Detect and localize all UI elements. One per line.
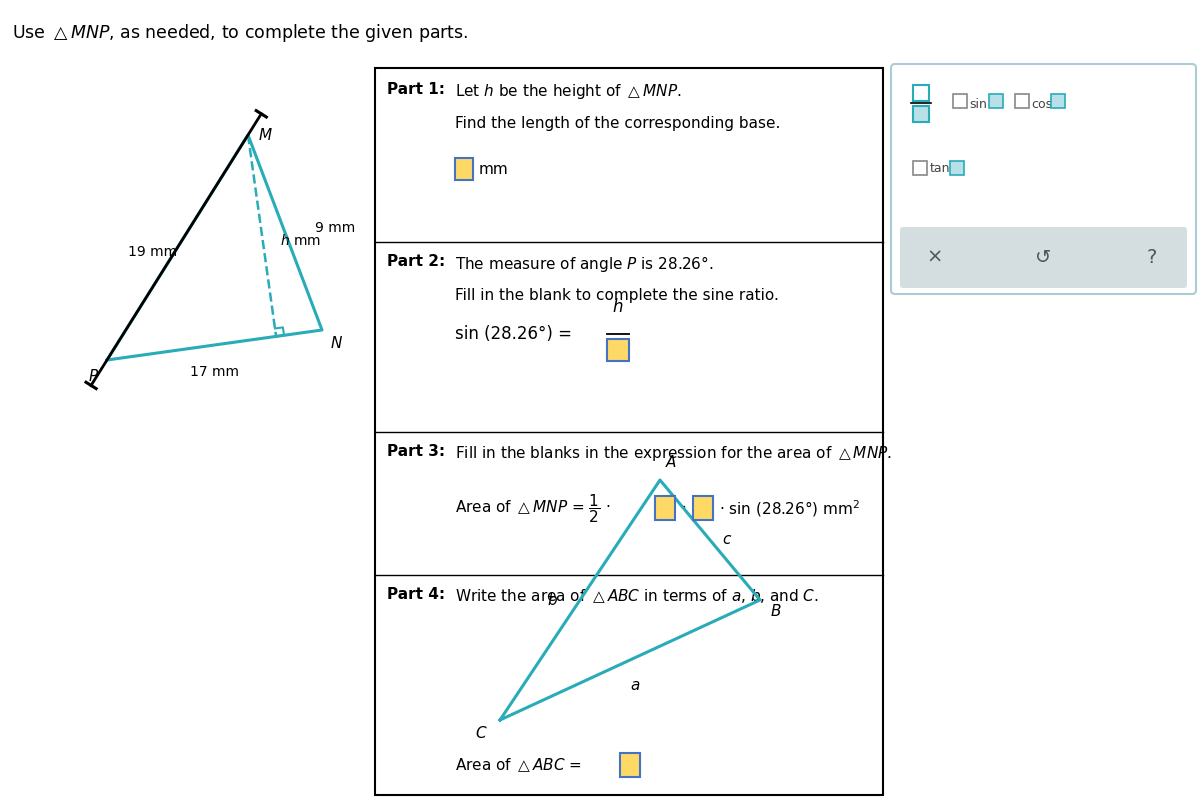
Text: Part 4:: Part 4: bbox=[386, 587, 445, 602]
Text: $h$: $h$ bbox=[612, 298, 624, 316]
Text: 19 mm: 19 mm bbox=[128, 245, 178, 260]
Text: Find the length of the corresponding base.: Find the length of the corresponding bas… bbox=[455, 116, 780, 131]
Bar bbox=[694, 496, 713, 520]
Text: $A$: $A$ bbox=[665, 454, 677, 470]
Text: Let $h$ be the height of $\triangle MNP$.: Let $h$ be the height of $\triangle MNP$… bbox=[455, 82, 682, 101]
Bar bbox=[655, 496, 674, 520]
Text: $C$: $C$ bbox=[475, 725, 488, 741]
Bar bbox=[455, 158, 473, 180]
Bar bbox=[607, 339, 629, 361]
Text: Fill in the blanks in the expression for the area of $\triangle MNP$.: Fill in the blanks in the expression for… bbox=[455, 444, 892, 463]
Text: tan: tan bbox=[930, 161, 950, 175]
Bar bbox=[1051, 94, 1066, 108]
Text: Write the area of $\triangle ABC$ in terms of $a$, $b$, and $C$.: Write the area of $\triangle ABC$ in ter… bbox=[455, 587, 818, 605]
Text: ×: × bbox=[926, 248, 943, 267]
Bar bbox=[620, 753, 640, 777]
FancyBboxPatch shape bbox=[890, 64, 1196, 294]
Bar bbox=[374, 68, 883, 795]
Text: cos: cos bbox=[1031, 98, 1052, 111]
Text: sin (28.26°) =: sin (28.26°) = bbox=[455, 325, 572, 343]
Text: 9 mm: 9 mm bbox=[314, 221, 355, 234]
Text: Area of $\triangle ABC$ =: Area of $\triangle ABC$ = bbox=[455, 756, 582, 774]
Text: $P$: $P$ bbox=[88, 368, 98, 384]
Bar bbox=[953, 94, 967, 108]
Text: Part 1:: Part 1: bbox=[386, 82, 445, 97]
Text: 17 mm: 17 mm bbox=[190, 365, 239, 379]
Bar bbox=[1015, 94, 1030, 108]
Bar bbox=[950, 161, 964, 175]
Bar bbox=[989, 94, 1003, 108]
Text: ·: · bbox=[682, 500, 688, 519]
Text: $N$: $N$ bbox=[330, 335, 343, 351]
Text: sin: sin bbox=[970, 98, 986, 111]
Text: Use $\triangle MNP$, as needed, to complete the given parts.: Use $\triangle MNP$, as needed, to compl… bbox=[12, 22, 468, 44]
FancyBboxPatch shape bbox=[900, 227, 1187, 288]
Text: Fill in the blank to complete the sine ratio.: Fill in the blank to complete the sine r… bbox=[455, 288, 779, 303]
Text: $c$: $c$ bbox=[722, 533, 732, 548]
Bar bbox=[913, 161, 928, 175]
Text: · sin (28.26°) mm$^2$: · sin (28.26°) mm$^2$ bbox=[719, 499, 860, 520]
Bar bbox=[913, 85, 929, 101]
Text: $M$: $M$ bbox=[258, 127, 272, 143]
Text: $a$: $a$ bbox=[630, 678, 640, 693]
Text: The measure of angle $P$ is 28.26°.: The measure of angle $P$ is 28.26°. bbox=[455, 254, 713, 274]
Text: $B$: $B$ bbox=[770, 603, 781, 619]
Text: ↺: ↺ bbox=[1036, 248, 1051, 267]
Text: $h$ mm: $h$ mm bbox=[280, 233, 322, 248]
Text: $b$: $b$ bbox=[547, 592, 558, 608]
Text: Part 3:: Part 3: bbox=[386, 444, 445, 459]
Bar bbox=[913, 106, 929, 122]
Text: Area of $\triangle MNP$ = $\dfrac{1}{2}$ ·: Area of $\triangle MNP$ = $\dfrac{1}{2}$… bbox=[455, 492, 611, 525]
Text: Part 2:: Part 2: bbox=[386, 254, 445, 269]
Text: ?: ? bbox=[1147, 248, 1157, 267]
Text: mm: mm bbox=[479, 161, 509, 176]
